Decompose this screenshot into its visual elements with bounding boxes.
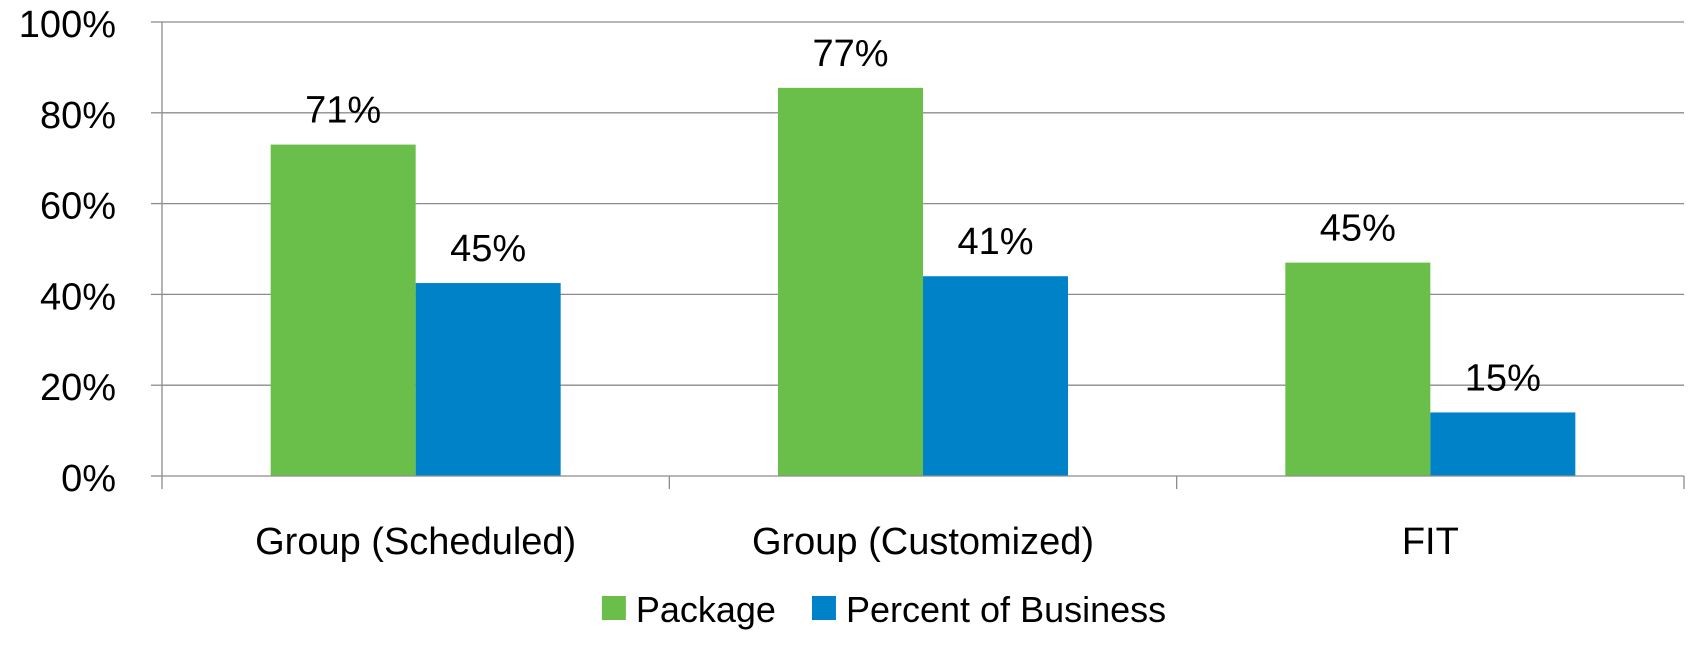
y-tick-label: 20% [40,367,116,409]
bar-package [270,144,416,476]
data-label: 41% [957,221,1033,263]
data-label: 45% [450,228,526,270]
legend-swatch [601,596,626,620]
legend-label: Package [636,589,776,630]
legend-swatch [811,596,836,620]
bar-percent-of-business [415,283,561,476]
bar-percent-of-business [923,276,1068,476]
legend: Package Percent of Business [601,589,1166,630]
data-label: 15% [1465,357,1541,399]
bar-package [1285,262,1431,476]
x-category-label: Group (Scheduled) [255,521,576,563]
x-category-label: FIT [1402,521,1459,563]
bar-package [778,87,923,476]
y-tick-label: 100% [19,4,116,46]
y-tick-label: 80% [40,95,116,137]
data-label: 77% [812,33,888,75]
bar-percent-of-business [1430,412,1576,476]
x-category-label: Group (Customized) [752,521,1094,563]
legend-label: Percent of Business [846,589,1166,630]
data-label: 71% [305,90,381,132]
y-tick-label: 60% [40,186,116,228]
data-label: 45% [1320,208,1396,250]
bars [270,87,1576,476]
y-tick-label: 40% [40,276,116,318]
y-tick-label: 0% [61,458,116,500]
axes: 0% 20% 40% 60% 80% 100% Group (Scheduled) Group… [19,4,1685,563]
data-labels: 71% 45% 77% 41% 45% 15% [305,33,1541,400]
